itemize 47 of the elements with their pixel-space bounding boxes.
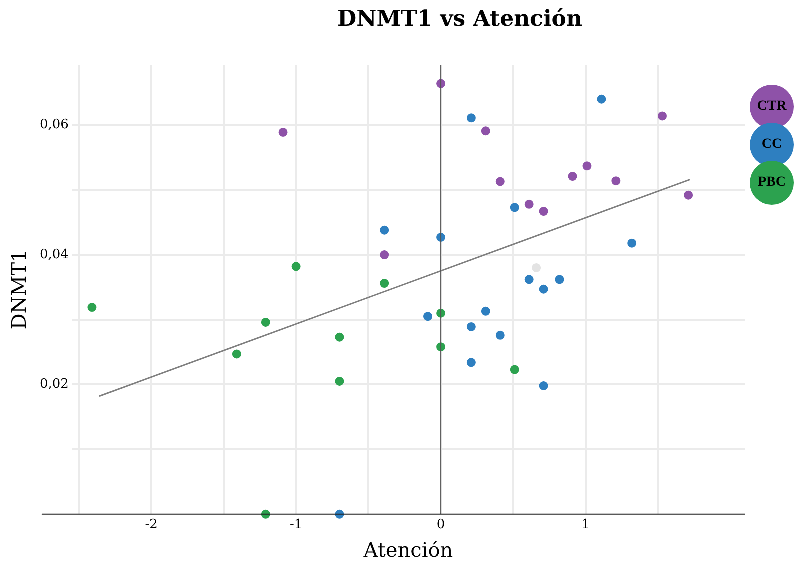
point xyxy=(582,162,592,171)
x-tick-label: 1 xyxy=(582,518,590,533)
y-tick-label: 0,06 xyxy=(40,118,69,133)
point xyxy=(510,365,520,374)
y-tick-label: 0,04 xyxy=(40,247,69,262)
point xyxy=(481,306,490,316)
point xyxy=(524,200,534,209)
point xyxy=(612,176,621,186)
point xyxy=(568,172,578,182)
point xyxy=(539,284,548,294)
x-tick-label: 0 xyxy=(436,518,446,533)
text: CC xyxy=(750,123,794,167)
point xyxy=(466,322,476,332)
text: PBC xyxy=(750,161,794,205)
point xyxy=(466,114,476,123)
x-axis-title: Atención xyxy=(362,538,454,562)
point xyxy=(424,312,433,322)
x-tick-label: -2 xyxy=(145,518,158,533)
point xyxy=(658,112,667,121)
point xyxy=(597,94,606,104)
chart-title: DNMT1 vs Atención xyxy=(336,6,584,32)
point xyxy=(539,382,548,390)
point xyxy=(524,275,534,284)
point xyxy=(555,275,564,284)
text: CTR xyxy=(750,85,794,129)
point xyxy=(292,262,301,272)
point xyxy=(380,279,390,288)
point xyxy=(496,330,505,340)
point xyxy=(539,207,548,216)
point xyxy=(481,126,490,136)
point xyxy=(88,303,97,312)
x-tick-label: -1 xyxy=(290,518,303,533)
point xyxy=(380,250,390,260)
point xyxy=(335,376,344,386)
y-tick-label: 0,02 xyxy=(40,377,69,392)
point xyxy=(466,358,476,368)
point xyxy=(278,128,288,137)
y-axis-title: DNMT1 xyxy=(7,250,32,330)
point xyxy=(335,332,344,342)
point xyxy=(532,263,542,272)
point xyxy=(232,350,242,359)
point xyxy=(684,190,694,200)
point xyxy=(628,238,637,248)
point xyxy=(510,203,520,212)
point xyxy=(261,318,270,327)
point xyxy=(380,226,390,235)
point xyxy=(496,177,505,186)
